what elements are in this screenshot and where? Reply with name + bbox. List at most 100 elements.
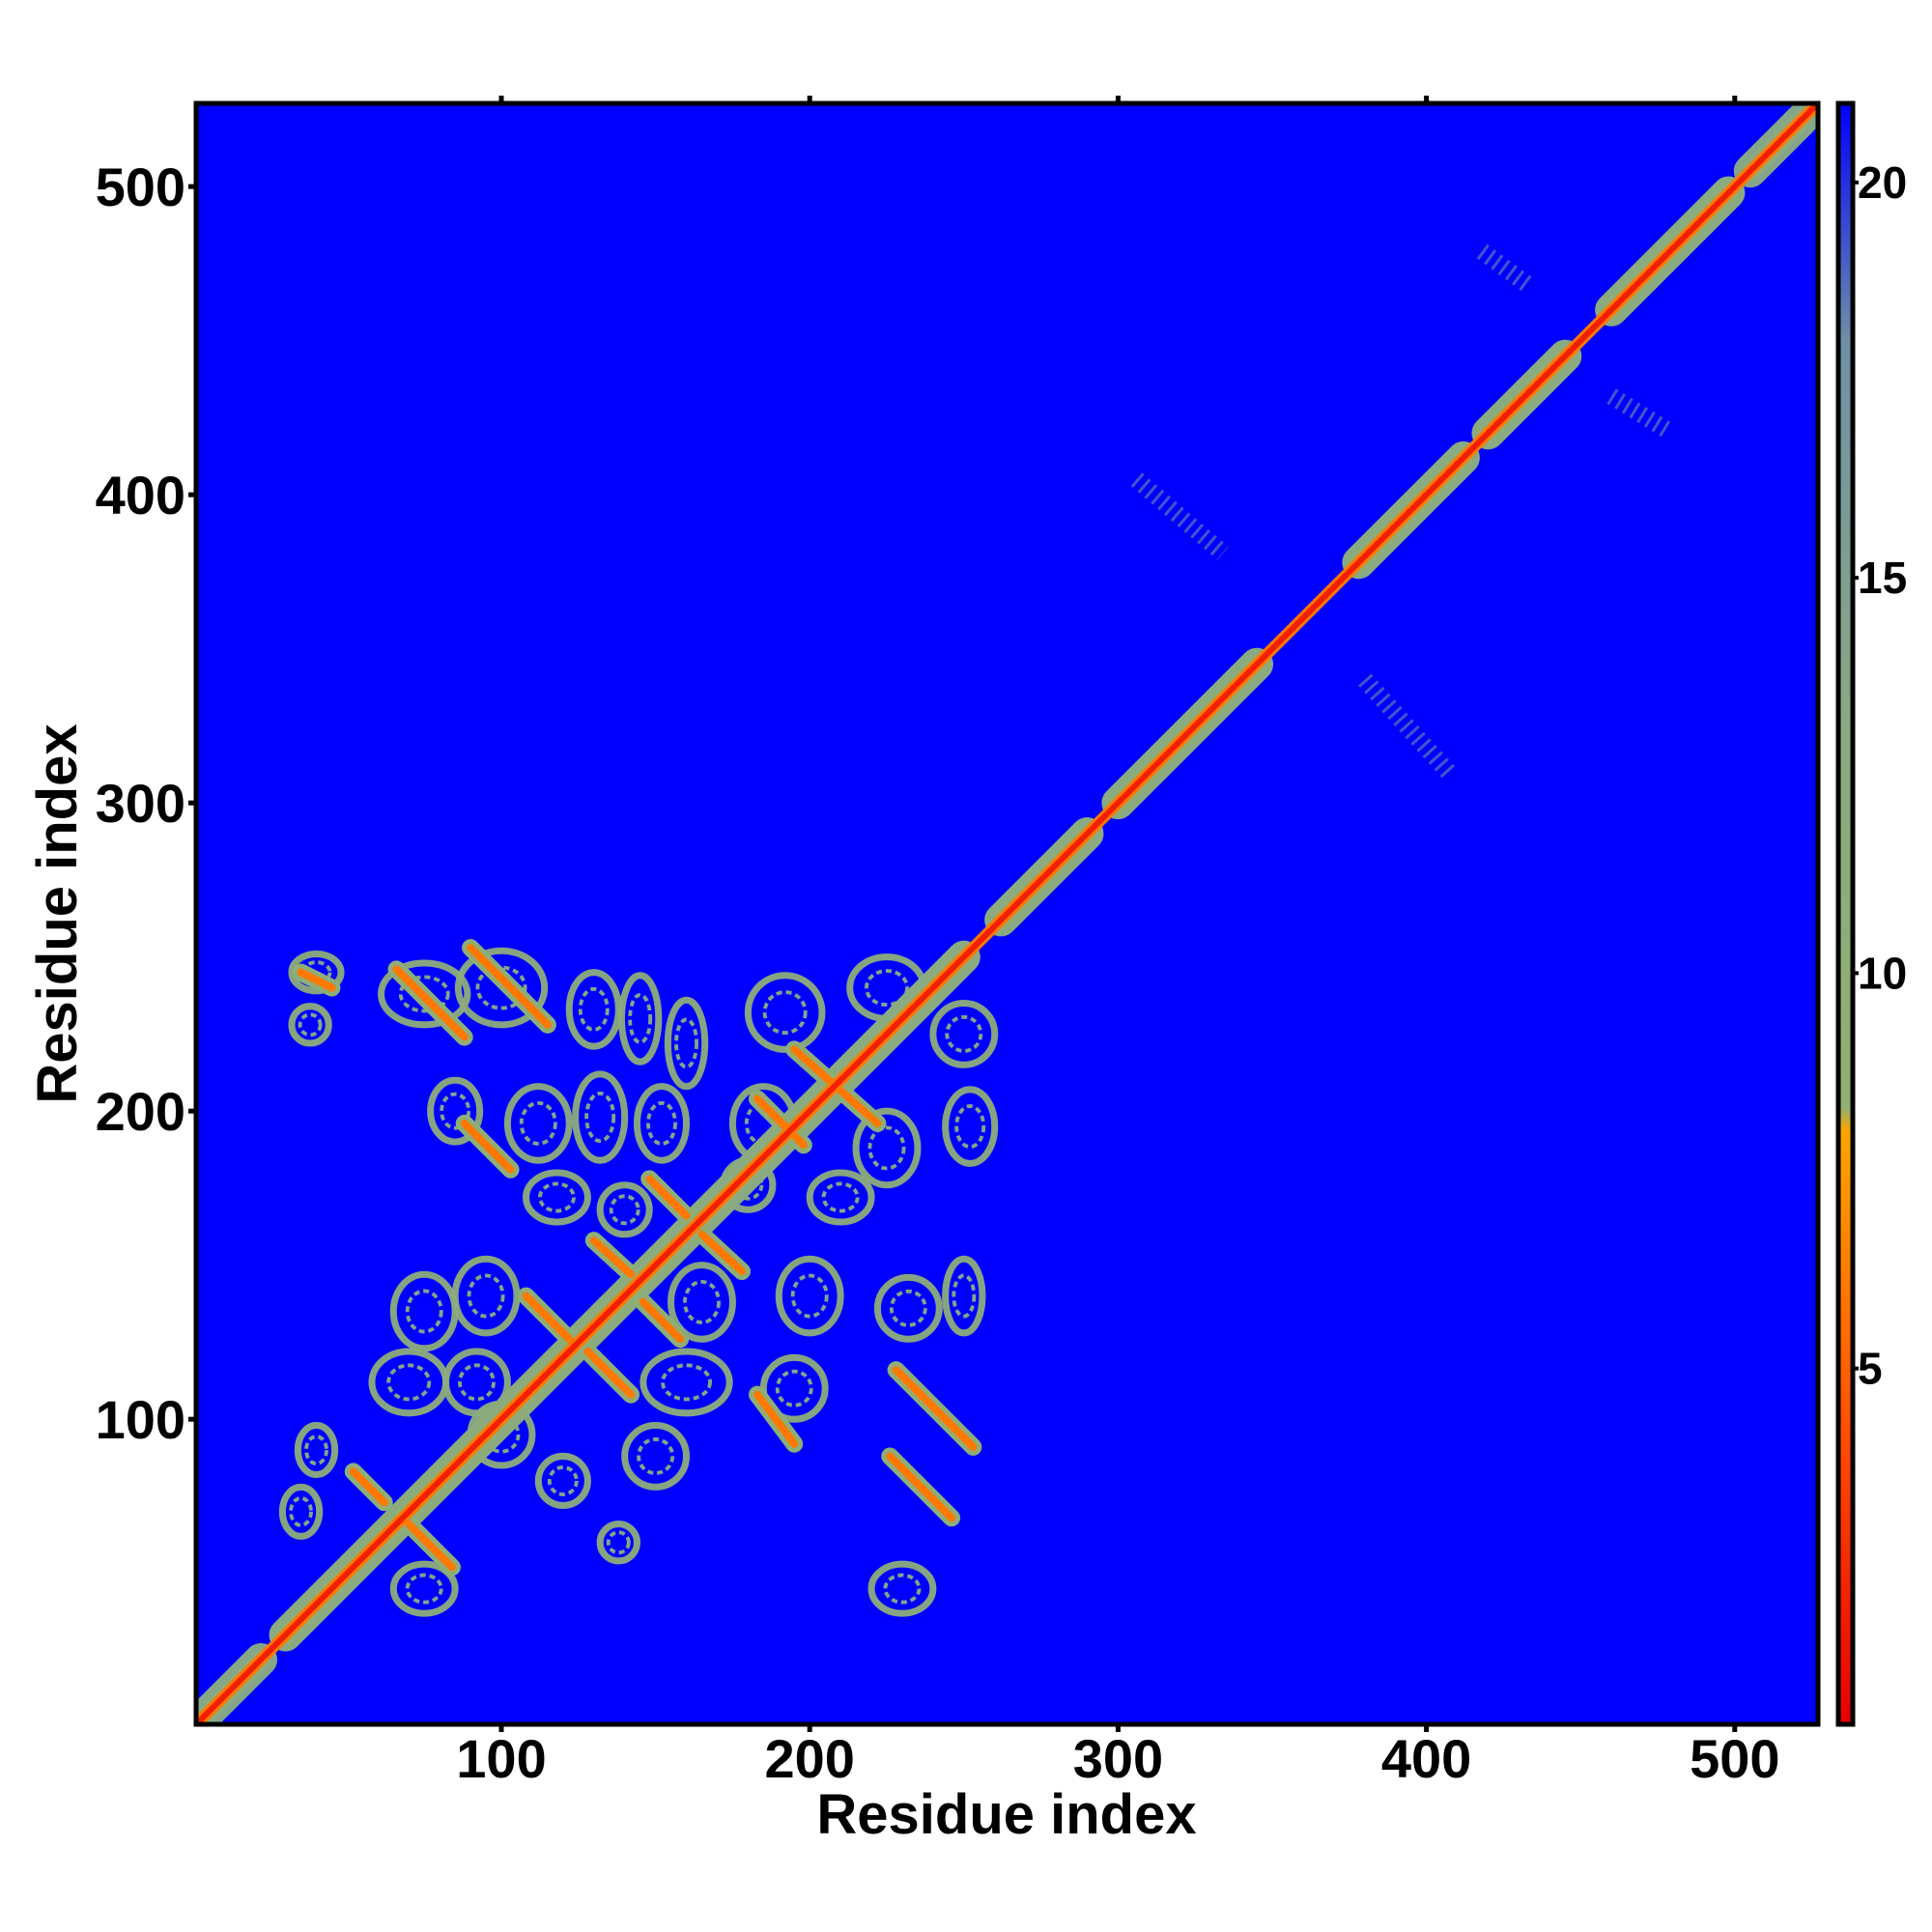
contact-strand: [460, 1119, 515, 1174]
contact-blob: [427, 1076, 484, 1146]
contact-blob-inner: [458, 1363, 496, 1402]
contact-strand: [886, 1452, 956, 1522]
y-tick-label: 500: [96, 156, 185, 217]
colorbar: 5 10 15 20: [1835, 100, 1907, 1727]
contact-strand: [522, 1292, 577, 1347]
contact-blob-inner: [821, 1181, 860, 1213]
contact-blob-inner: [637, 1436, 675, 1475]
contact-blob: [942, 1086, 999, 1167]
contact-blob-inner: [683, 1279, 721, 1324]
contact-blob: [744, 972, 826, 1053]
contact-blob: [852, 1107, 922, 1189]
contact-blob: [873, 1273, 943, 1343]
colorbar-tick-label: 15: [1858, 553, 1907, 603]
contact-blob: [288, 1003, 332, 1047]
contact-blob: [565, 969, 622, 1050]
contact-strand: [405, 1520, 456, 1572]
contact-blob-inner: [298, 1012, 323, 1037]
contact-blob-inner: [300, 960, 332, 985]
contact-blob-inner: [519, 1100, 557, 1146]
sparse-contact: [1476, 243, 1534, 293]
contact-blob: [633, 1083, 691, 1164]
y-tick-label: 100: [96, 1389, 185, 1450]
contact-blob-inner: [609, 1194, 640, 1226]
contact-strand: [589, 1236, 636, 1279]
contact-blob-inner: [790, 1273, 829, 1319]
x-axis: 100 200 300 400 500: [456, 96, 1780, 1789]
sparse-contact: [1606, 388, 1672, 438]
contact-blob: [775, 1255, 844, 1337]
x-tick-label: 400: [1381, 1728, 1471, 1789]
contact-blob: [668, 1262, 736, 1343]
contact-blob: [294, 1422, 339, 1479]
y-tick-label: 400: [96, 465, 185, 526]
contact-blob: [451, 1255, 521, 1337]
contact-blob-inner: [578, 986, 610, 1032]
contact-blob: [806, 1169, 875, 1226]
plot-frame: [193, 100, 1821, 1727]
contact-blob: [378, 959, 471, 1029]
contact-blob-inner: [386, 1363, 432, 1402]
contact-strand: [392, 965, 469, 1041]
y-axis-title: Residue index: [26, 724, 89, 1103]
colorbar-tick-label: 20: [1858, 157, 1907, 208]
contact-blob-inner: [289, 1495, 313, 1527]
contact-blob: [929, 999, 999, 1068]
contact-blob-inner: [547, 1465, 579, 1496]
y-tick-label: 200: [96, 1081, 185, 1142]
contact-blob-inner: [889, 1289, 927, 1327]
plot-area: [193, 100, 1821, 1727]
contact-strand: [892, 1366, 978, 1451]
x-axis-title: Residue index: [816, 1783, 1196, 1846]
contact-blob-inner: [628, 992, 653, 1044]
contact-blob-inner: [945, 1014, 983, 1053]
contact-blob-inner: [646, 1100, 677, 1146]
contact-blob-inner: [537, 1181, 576, 1213]
x-tick-label: 200: [764, 1728, 854, 1789]
contact-blob: [572, 1070, 629, 1164]
diagonal-line: [196, 103, 1818, 1724]
contact-blob: [867, 1560, 937, 1617]
contact-blob-inner: [398, 975, 450, 1013]
contact-strand: [697, 1230, 746, 1276]
contact-strand: [753, 1094, 808, 1150]
contact-strand: [297, 968, 336, 992]
contact-strand: [753, 1390, 799, 1448]
contact-strand: [349, 1467, 388, 1507]
colorbar-tick-label: 10: [1858, 948, 1907, 998]
heatmap-cells: [196, 103, 1818, 1724]
contact-strand: [645, 1175, 691, 1220]
contact-strand: [639, 1297, 685, 1344]
contact-strand: [583, 1347, 636, 1399]
contact-blob: [617, 972, 663, 1065]
contact-blob: [288, 950, 345, 995]
contact-blob-inner: [405, 1289, 443, 1334]
contact-blob-inner: [674, 1017, 698, 1069]
contact-blob: [454, 947, 549, 1029]
colorbar-frame: [1835, 100, 1856, 1727]
contact-blob: [503, 1083, 573, 1164]
contact-blob-inner: [475, 965, 527, 1010]
contact-blob: [759, 1353, 829, 1423]
colorbar-fill: [1838, 103, 1853, 1724]
contact-blob-inner: [440, 1092, 471, 1130]
contact-blob-inner: [762, 990, 808, 1036]
contact-blob: [523, 1169, 591, 1226]
contact-blob-inner: [954, 1104, 986, 1150]
contact-blob: [389, 1560, 459, 1617]
x-tick-label: 100: [456, 1728, 546, 1789]
contact-blob: [278, 1483, 324, 1540]
contact-blob: [942, 1255, 986, 1337]
contact-strand: [467, 944, 552, 1029]
contact-blob-inner: [606, 1530, 631, 1555]
contact-blob-inner: [467, 1273, 505, 1319]
contact-blob-inner: [661, 1363, 713, 1402]
contact-blob-inner: [584, 1092, 616, 1144]
contact-blob-inner: [867, 1125, 906, 1171]
contact-blob: [621, 1422, 691, 1491]
contact-blob: [596, 1520, 640, 1565]
contact-blob-inner: [865, 969, 909, 1008]
y-tick-label: 300: [96, 773, 185, 834]
colorbar-tick-label: 5: [1858, 1344, 1883, 1394]
